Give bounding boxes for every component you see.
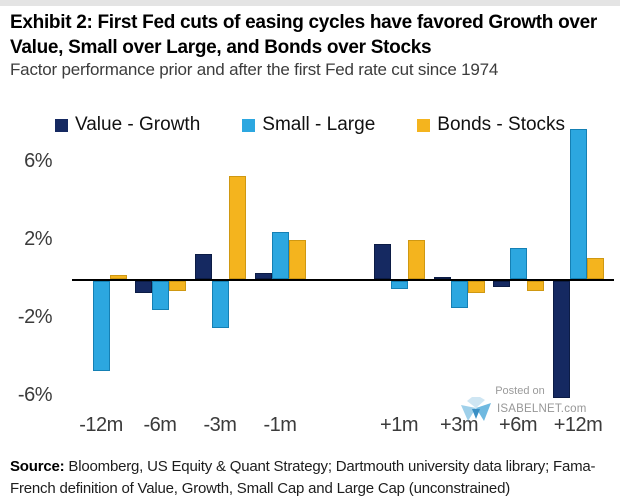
bar-value-+1m	[373, 243, 391, 279]
isabelnet-logo	[461, 397, 491, 421]
x-axis-label--12m: -12m	[79, 414, 123, 436]
bar-value-+3m	[433, 277, 451, 280]
bar-small-+6m	[509, 247, 527, 279]
source-text: Bloomberg, US Equity & Quant Strategy; D…	[10, 458, 596, 497]
bar-small-+12m	[569, 128, 587, 279]
bar-small--12m	[92, 281, 110, 371]
exhibit-title-line1: Exhibit 2: First Fed cuts of easing cycl…	[10, 12, 598, 33]
bar-small-+3m	[450, 281, 468, 309]
legend-label: Value - Growth	[74, 114, 201, 135]
legend-item-bonds-stocks: Bonds - Stocks	[417, 114, 565, 136]
y-axis-tick-6%: 6%	[24, 150, 52, 172]
bar-value-+6m	[492, 281, 510, 287]
bar-bonds--12m	[109, 275, 127, 279]
legend-swatch-icon	[242, 118, 256, 132]
bar-bonds-+12m	[586, 257, 604, 279]
watermark-site: ISABELNET.com	[497, 403, 587, 415]
bar-value-+12m	[552, 281, 570, 398]
bar-small--6m	[151, 281, 169, 311]
bar-bonds-+3m	[467, 281, 485, 293]
x-axis-label--1m: -1m	[263, 414, 297, 436]
bar-bonds--3m	[228, 175, 246, 279]
bar-value--6m	[134, 281, 152, 293]
bar-bonds--6m	[168, 281, 186, 291]
legend-swatch-icon	[417, 118, 431, 132]
bar-value--1m	[254, 273, 272, 279]
x-axis-label-+1m: +1m	[380, 414, 418, 436]
chart-legend: Value - Growth Small - Large Bonds - Stock…	[0, 114, 620, 136]
bar-small-+1m	[390, 281, 408, 289]
y-axis-tick--2%: -2%	[17, 306, 53, 328]
legend-item-value-growth: Value - Growth	[54, 114, 201, 136]
legend-label: Bonds - Stocks	[437, 114, 566, 135]
watermark-posted-on: Posted on	[495, 385, 545, 397]
bar-small--3m	[211, 281, 229, 328]
bar-value--3m	[194, 253, 212, 279]
legend-label: Small - Large	[262, 114, 376, 135]
x-axis-label-+6m: +6m	[499, 414, 537, 436]
exhibit-subtitle: Factor performance prior and after the f…	[10, 60, 499, 79]
y-axis-tick--6%: -6%	[17, 384, 53, 406]
exhibit-title-line2: Value, Small over Large, and Bonds over …	[10, 37, 432, 58]
exhibit-title: Exhibit 2: First Fed cuts of easing cycl…	[10, 10, 616, 60]
bar-bonds-+6m	[526, 281, 544, 291]
y-axis-tick-2%: 2%	[24, 228, 52, 250]
legend-item-small-large: Small - Large	[242, 114, 375, 136]
x-axis-label--6m: -6m	[143, 414, 177, 436]
x-axis-label--3m: -3m	[203, 414, 237, 436]
top-border	[0, 0, 620, 6]
bar-small--1m	[271, 232, 289, 279]
source-label: Source:	[10, 458, 65, 475]
x-axis-line	[72, 279, 614, 281]
source-note: Source: Bloomberg, US Equity & Quant Str…	[10, 456, 610, 500]
x-axis-label-+12m: +12m	[553, 414, 603, 436]
legend-swatch-icon	[54, 118, 68, 132]
bar-bonds-+1m	[407, 240, 425, 279]
bar-bonds--1m	[288, 240, 306, 279]
